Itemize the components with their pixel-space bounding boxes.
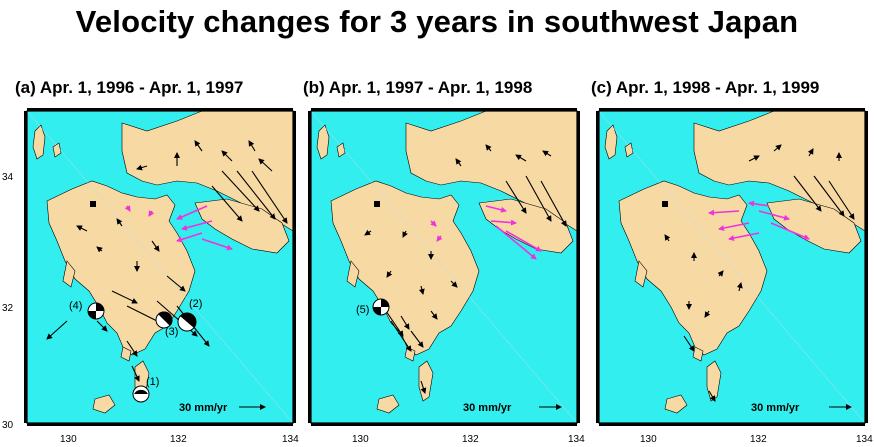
panel-b-title: (b) Apr. 1, 1997 - Apr. 1, 1998 <box>303 78 533 97</box>
focal-mechanism-5 <box>372 298 390 316</box>
focal-mechanism-3 <box>155 311 173 329</box>
x-tick-a-130: 130 <box>60 434 77 445</box>
event-label-2: (2) <box>189 298 202 310</box>
scale-label-b: 30 mm/yr <box>463 402 512 414</box>
x-tick-c-130: 130 <box>640 434 657 445</box>
focal-mechanism-1 <box>132 385 150 403</box>
scale-label-c: 30 mm/yr <box>751 402 800 414</box>
event-label-3: (3) <box>165 326 178 338</box>
event-label-5: (5) <box>356 304 369 316</box>
x-tick-b-134: 134 <box>568 434 585 445</box>
panel-a-title: (a) Apr. 1, 1996 - Apr. 1, 1997 <box>15 78 244 97</box>
event-label-1: (1) <box>146 376 159 388</box>
panel-b-map: (5) 30 mm/yr <box>307 107 581 427</box>
x-tick-b-132: 132 <box>462 434 479 445</box>
x-tick-c-134: 134 <box>856 434 873 445</box>
event-label-4: (4) <box>69 300 82 312</box>
x-tick-a-134: 134 <box>282 434 299 445</box>
focal-mechanism-2 <box>177 312 197 332</box>
panel-c-map: 30 mm/yr <box>595 107 869 427</box>
x-tick-c-132: 132 <box>750 434 767 445</box>
panel-c-title: (c) Apr. 1, 1998 - Apr. 1, 1999 <box>591 78 820 97</box>
figure-title: Velocity changes for 3 years in southwes… <box>75 4 799 39</box>
y-tick-a-32: 32 <box>2 303 14 314</box>
panel-a-map: (4) (3) (2) (1) 30 mm/yr <box>23 107 297 427</box>
focal-mechanism-4 <box>87 302 105 320</box>
scale-label-a: 30 mm/yr <box>179 402 228 414</box>
y-tick-a-34: 34 <box>2 172 14 183</box>
x-tick-b-130: 130 <box>352 434 369 445</box>
x-tick-a-132: 132 <box>170 434 187 445</box>
y-tick-a-30: 30 <box>2 420 14 431</box>
